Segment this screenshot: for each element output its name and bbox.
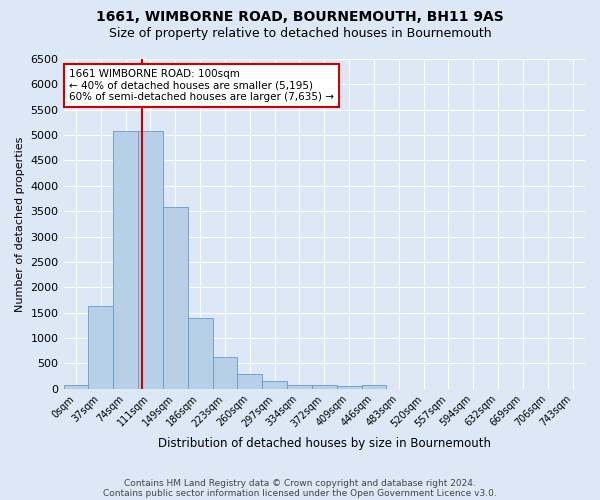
Bar xyxy=(138,132,163,389)
Bar xyxy=(287,385,312,389)
Bar xyxy=(64,385,88,389)
Bar xyxy=(88,306,113,389)
Bar xyxy=(337,386,362,389)
Text: 1661 WIMBORNE ROAD: 100sqm
← 40% of detached houses are smaller (5,195)
60% of s: 1661 WIMBORNE ROAD: 100sqm ← 40% of deta… xyxy=(69,69,334,102)
Bar xyxy=(312,385,337,389)
Bar xyxy=(262,381,287,389)
Bar xyxy=(362,385,386,389)
Bar xyxy=(188,318,212,389)
Text: Contains HM Land Registry data © Crown copyright and database right 2024.: Contains HM Land Registry data © Crown c… xyxy=(124,478,476,488)
Text: 1661, WIMBORNE ROAD, BOURNEMOUTH, BH11 9AS: 1661, WIMBORNE ROAD, BOURNEMOUTH, BH11 9… xyxy=(96,10,504,24)
Bar xyxy=(163,208,188,389)
Y-axis label: Number of detached properties: Number of detached properties xyxy=(15,136,25,312)
X-axis label: Distribution of detached houses by size in Bournemouth: Distribution of detached houses by size … xyxy=(158,437,491,450)
Text: Size of property relative to detached houses in Bournemouth: Size of property relative to detached ho… xyxy=(109,28,491,40)
Bar xyxy=(238,374,262,389)
Bar xyxy=(113,132,138,389)
Text: Contains public sector information licensed under the Open Government Licence v3: Contains public sector information licen… xyxy=(103,488,497,498)
Bar xyxy=(212,357,238,389)
